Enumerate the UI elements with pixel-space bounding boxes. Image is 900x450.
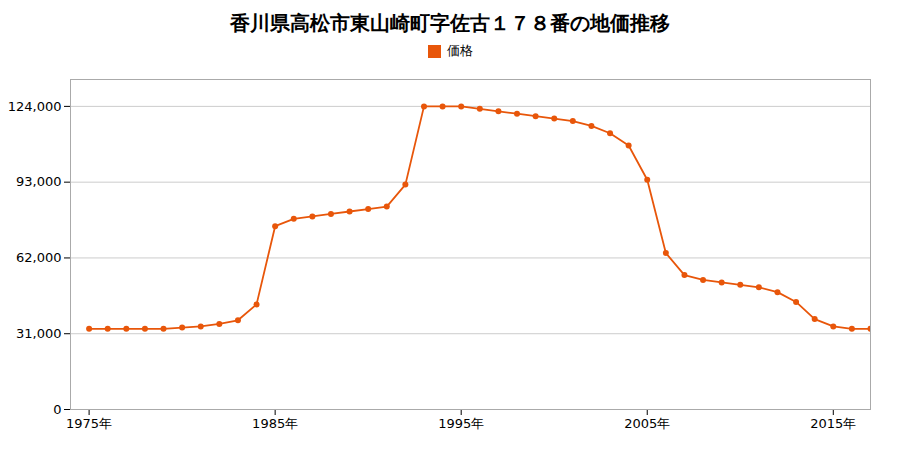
svg-text:124,000: 124,000	[8, 99, 62, 114]
svg-text:1995年: 1995年	[438, 416, 484, 431]
svg-text:2005年: 2005年	[624, 416, 670, 431]
svg-text:2015年: 2015年	[810, 416, 856, 431]
html-text:香川県高松市東山崎町字佐古１７８番の地価推移: 香川県高松市東山崎町字佐古１７８番の地価推移	[230, 11, 670, 35]
svg-text:62,000: 62,000	[16, 250, 62, 265]
svg-text:1985年: 1985年	[252, 416, 298, 431]
svg-text:1975年: 1975年	[66, 416, 112, 431]
svg-text:93,000: 93,000	[16, 174, 62, 189]
svg-text:0: 0	[53, 402, 61, 417]
html-text:価格: 価格	[446, 43, 473, 58]
svg-text:31,000: 31,000	[16, 326, 62, 341]
